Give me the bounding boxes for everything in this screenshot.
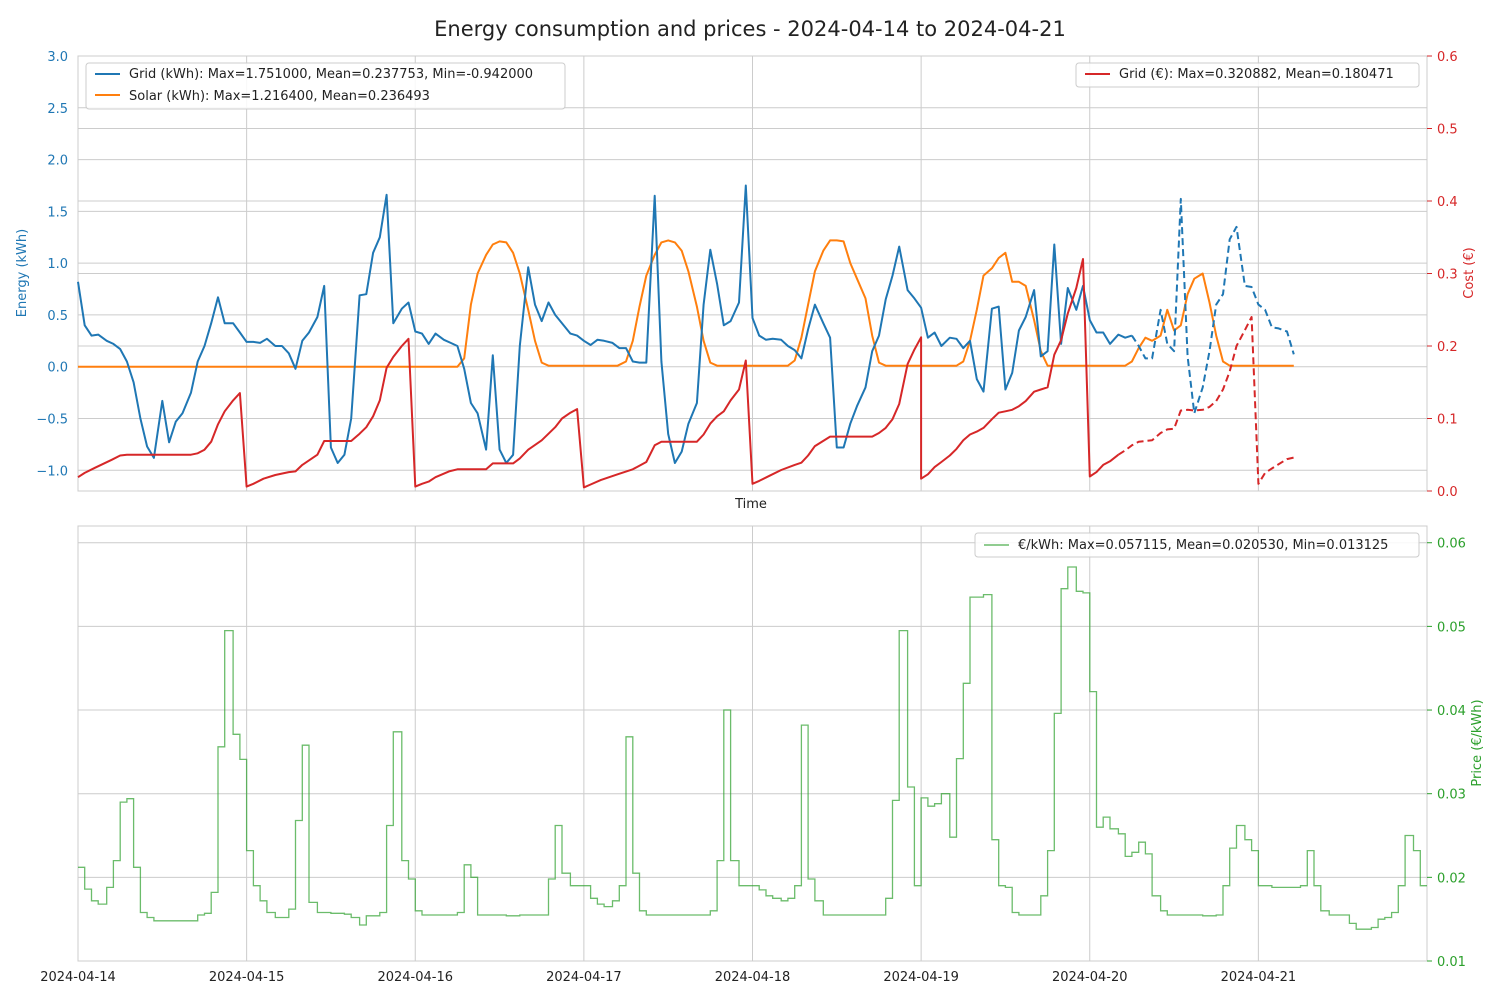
bottom-right-tick-label: 0.03 <box>1437 788 1466 803</box>
x-tick-label: 2024-04-14 <box>40 970 116 985</box>
left-tick-label: 0.0 <box>47 361 68 376</box>
series-grid-kwh-forecast-line <box>1131 197 1295 415</box>
legend-solar-label: Solar (kWh): Max=1.216400, Mean=0.236493 <box>129 89 430 104</box>
x-tick-label: 2024-04-17 <box>546 970 622 985</box>
legend-right-box <box>1075 62 1420 88</box>
legend-right: Grid (€): Max=0.320882, Mean=0.180471 <box>1075 62 1420 88</box>
left-tick-label: 0.5 <box>47 309 68 324</box>
bottom-right-tick-label: 0.01 <box>1437 955 1466 970</box>
x-tick-label: 2024-04-19 <box>883 970 959 985</box>
x-tick-label: 2024-04-18 <box>715 970 791 985</box>
legend-left: Grid (kWh): Max=1.751000, Mean=0.237753,… <box>85 62 566 110</box>
left-tick-label: 1.0 <box>47 257 68 272</box>
left-tick-label: 3.0 <box>47 50 68 65</box>
bottom-right-tick-label: 0.04 <box>1437 704 1466 719</box>
x-tick-label: 2024-04-15 <box>209 970 285 985</box>
series-solar-line <box>78 239 1294 368</box>
left-tick-label: 2.5 <box>47 102 68 117</box>
bottom-right-tick-label: 0.06 <box>1437 537 1466 552</box>
right-tick-label: 0.3 <box>1437 268 1458 283</box>
right-tick-label: 0.0 <box>1437 485 1458 500</box>
legend-bottom-box <box>974 532 1420 558</box>
x-tick-label: 2024-04-16 <box>377 970 453 985</box>
right-tick-label: 0.5 <box>1437 123 1458 138</box>
x-tick-label: 2024-04-21 <box>1221 970 1297 985</box>
legend-grid-cost-label: Grid (€): Max=0.320882, Mean=0.180471 <box>1119 67 1394 82</box>
right-tick-label: 0.6 <box>1437 50 1458 65</box>
right-tick-label: 0.1 <box>1437 413 1458 428</box>
series-grid-kwh-line <box>77 184 1133 464</box>
bottom-panel-series <box>78 566 1427 930</box>
right-tick-label: 0.2 <box>1437 340 1458 355</box>
top-right-axis-label: Cost (€) <box>1462 247 1477 298</box>
left-tick-label: 1.5 <box>47 205 68 220</box>
bottom-right-tick-label: 0.05 <box>1437 620 1466 635</box>
legend-left-box <box>85 62 566 110</box>
legend-grid-kwh-label: Grid (kWh): Max=1.751000, Mean=0.237753,… <box>129 67 533 82</box>
bottom-right-axis-label: Price (€/kWh) <box>1470 699 1485 786</box>
top-panel-axes: −1.0 −0.5 0.0 0.5 1.0 1.5 2.0 2.5 3.0 0.0 0.1 0.2 0.… <box>36 50 1457 500</box>
bottom-right-tick-label: 0.02 <box>1437 871 1466 886</box>
series-price-line <box>78 566 1427 930</box>
left-tick-label: 2.0 <box>47 154 68 169</box>
bottom-panel-axes: 0.01 0.02 0.03 0.04 0.05 0.06 2024-04-14 2024-0… <box>40 537 1466 985</box>
series-grid-cost-forecast-line <box>1117 316 1295 485</box>
chart-title: Energy consumption and prices - 2024-04-… <box>434 17 1066 41</box>
legend-price-label: €/kWh: Max=0.057115, Mean=0.020530, Min=… <box>1018 538 1388 553</box>
legend-bottom: €/kWh: Max=0.057115, Mean=0.020530, Min=… <box>974 532 1420 558</box>
top-panel-series <box>77 184 1295 489</box>
series-grid-cost-line <box>77 258 1120 489</box>
top-left-axis-label: Energy (kWh) <box>15 229 30 317</box>
right-tick-label: 0.4 <box>1437 195 1458 210</box>
x-tick-label: 2024-04-20 <box>1052 970 1128 985</box>
left-tick-label: −1.0 <box>36 464 68 479</box>
top-x-axis-label: Time <box>734 497 767 512</box>
left-tick-label: −0.5 <box>36 413 68 428</box>
